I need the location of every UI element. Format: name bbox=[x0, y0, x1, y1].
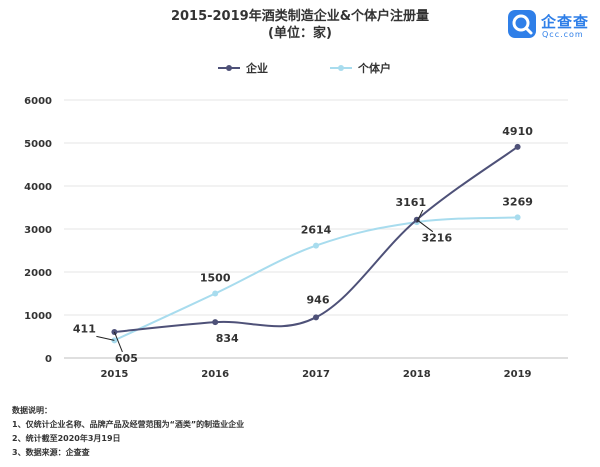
notes-item-1: 1、仅统计企业名称、品牌产品及经营范围为“酒类”的制造业企业 bbox=[12, 420, 245, 429]
notes-item-2: 2、统计截至2020年3月19日 bbox=[12, 434, 121, 443]
label-leader bbox=[113, 331, 123, 353]
data-label-0-3: 3216 bbox=[421, 232, 452, 245]
data-point-1-2 bbox=[313, 242, 319, 249]
data-point-0-4 bbox=[514, 143, 521, 150]
chart-subtitle: (单位：家) bbox=[268, 26, 332, 41]
data-label-1-4: 3269 bbox=[502, 195, 533, 208]
series-lines bbox=[111, 143, 521, 344]
label-leader bbox=[416, 209, 424, 223]
y-tick-label: 6000 bbox=[24, 96, 52, 107]
notes-item-3: 3、数据来源：企查查 bbox=[12, 448, 90, 457]
legend-label-1: 个体户 bbox=[357, 61, 391, 75]
y-tick-label: 0 bbox=[45, 354, 52, 365]
x-tick-label: 2017 bbox=[302, 369, 330, 380]
data-labels: 605 834 946 3216 4910 411 1500 2614 3161 3269 bbox=[73, 125, 533, 365]
legend-label-0: 企业 bbox=[245, 61, 268, 75]
y-tick-label: 2000 bbox=[24, 268, 52, 279]
legend: 企业 个体户 bbox=[218, 61, 391, 75]
data-label-0-4: 4910 bbox=[502, 125, 533, 138]
data-label-0-2: 946 bbox=[307, 293, 330, 306]
data-label-0-0: 605 bbox=[115, 352, 138, 365]
x-tick-label: 2019 bbox=[504, 369, 532, 380]
data-notes: 数据说明： 1、仅统计企业名称、品牌产品及经营范围为“酒类”的制造业企业 2、统… bbox=[12, 404, 244, 460]
data-point-0-2 bbox=[313, 314, 319, 321]
x-tick-label: 2016 bbox=[201, 369, 229, 380]
axes: 0 1000 2000 3000 4000 5000 6000 2015 2016 2017 201… bbox=[24, 96, 568, 380]
series-line-0 bbox=[114, 146, 519, 333]
x-tick-label: 2015 bbox=[100, 369, 128, 380]
y-tick-label: 3000 bbox=[24, 225, 52, 236]
data-point-0-1 bbox=[212, 319, 219, 326]
data-point-1-4 bbox=[514, 214, 521, 221]
data-label-1-3: 3161 bbox=[395, 196, 426, 209]
logo-name: 企查查 bbox=[541, 13, 590, 31]
data-label-1-0: 411 bbox=[73, 322, 96, 335]
y-tick-label: 1000 bbox=[24, 311, 52, 322]
qcc-logo-icon bbox=[508, 10, 536, 38]
line-chart: 0 1000 2000 3000 4000 5000 6000 2015 2016 2017 201… bbox=[24, 61, 568, 380]
data-label-1-1: 1500 bbox=[200, 272, 231, 285]
legend-marker-0 bbox=[226, 65, 232, 71]
data-point-1-1 bbox=[212, 290, 219, 297]
legend-marker-1 bbox=[338, 65, 344, 71]
y-tick-label: 5000 bbox=[24, 139, 52, 150]
y-tick-label: 4000 bbox=[24, 182, 52, 193]
label-leader bbox=[96, 335, 115, 341]
data-label-0-1: 834 bbox=[216, 332, 239, 345]
notes-heading: 数据说明： bbox=[12, 406, 52, 415]
chart-title: 2015-2019年酒类制造企业&个体户注册量 bbox=[170, 9, 430, 24]
qcc-logo: 企查查 Qcc.com bbox=[508, 10, 596, 44]
label-leader bbox=[416, 219, 434, 233]
grid-lines bbox=[64, 99, 568, 316]
logo-domain: Qcc.com bbox=[542, 30, 584, 39]
x-tick-label: 2018 bbox=[403, 369, 431, 380]
data-label-1-2: 2614 bbox=[301, 224, 332, 237]
